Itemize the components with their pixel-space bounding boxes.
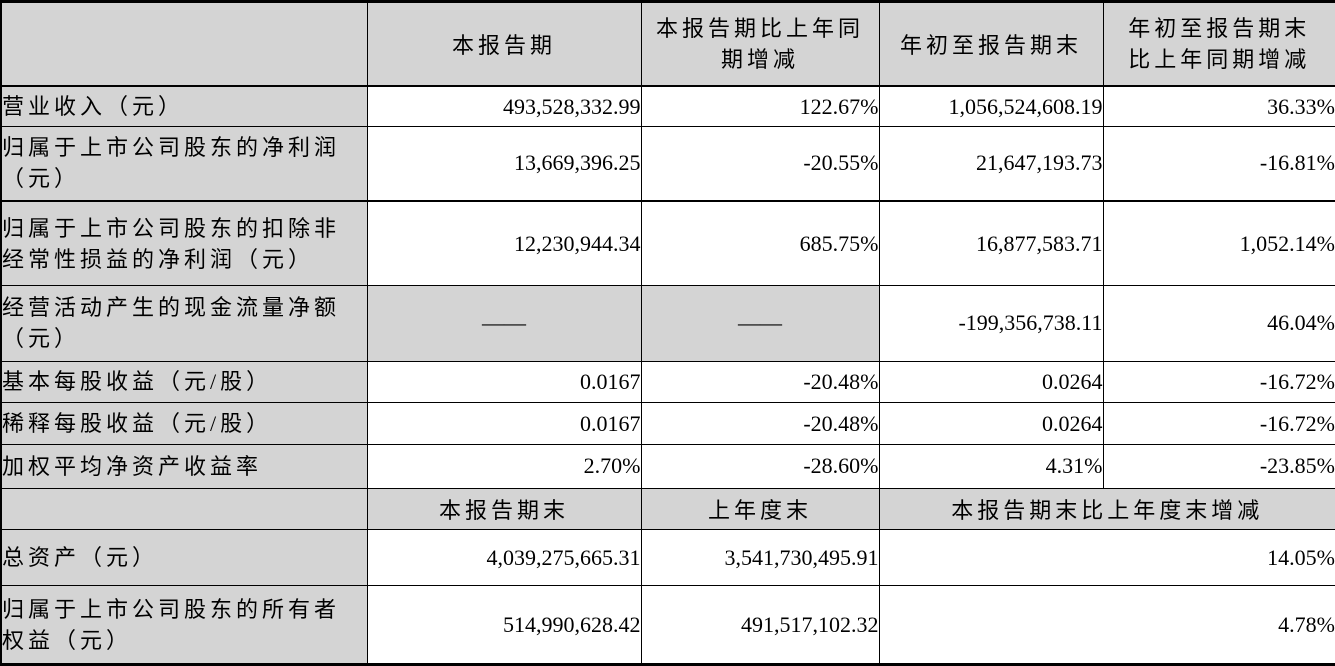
header-yoy-change: 本报告期比上年同 期增减 — [640, 1, 880, 88]
value-cell: -20.55% — [640, 125, 880, 202]
value-cell: -16.72% — [1102, 360, 1335, 403]
header-blank-cell — [0, 487, 368, 530]
value-cell: 0.0167 — [366, 360, 642, 403]
label-net-profit-excl-nonrecurring: 归属于上市公司股东的扣除非 经常性损益的净利润（元） — [0, 200, 368, 287]
value-cell: 12,230,944.34 — [366, 200, 642, 287]
header-prior-year-end: 上年度末 — [640, 487, 880, 530]
value-cell: 4.31% — [878, 444, 1104, 489]
value-cell: 514,990,628.42 — [366, 585, 642, 665]
table-row-total-assets: 总资产（元） 4,039,275,665.31 3,541,730,495.91… — [0, 528, 1335, 587]
period-header-row: 本报告期 本报告期比上年同 期增减 年初至报告期末 年初至报告期末 比上年同期增… — [0, 1, 1335, 88]
value-cell: 685.75% — [640, 200, 880, 287]
table-row-net-profit-excl-nonrecurring: 归属于上市公司股东的扣除非 经常性损益的净利润（元） 12,230,944.34… — [0, 200, 1335, 287]
value-cell: -20.48% — [640, 360, 880, 403]
table-row-diluted-eps: 稀释每股收益（元/股） 0.0167 -20.48% 0.0264 -16.72… — [0, 401, 1335, 446]
table-row-shareholders-equity: 归属于上市公司股东的所有者 权益（元） 514,990,628.42 491,5… — [0, 585, 1335, 665]
label-net-profit: 归属于上市公司股东的净利润 （元） — [0, 125, 368, 202]
dash-cell: —— — [640, 285, 880, 362]
value-cell: 4,039,275,665.31 — [366, 528, 642, 587]
value-cell: 491,517,102.32 — [640, 585, 880, 665]
value-cell: -16.81% — [1102, 125, 1335, 202]
header-blank-cell — [0, 1, 368, 88]
label-shareholders-equity: 归属于上市公司股东的所有者 权益（元） — [0, 585, 368, 665]
value-cell: -16.72% — [1102, 401, 1335, 446]
header-current-period: 本报告期 — [366, 1, 642, 88]
value-cell: -23.85% — [1102, 444, 1335, 489]
value-cell: 16,877,583.71 — [878, 200, 1104, 287]
value-cell: 21,647,193.73 — [878, 125, 1104, 202]
label-total-assets: 总资产（元） — [0, 528, 368, 587]
value-cell: 13,669,396.25 — [366, 125, 642, 202]
value-cell: -199,356,738.11 — [878, 285, 1104, 362]
table-row-revenue: 营业收入（元） 493,528,332.99 122.67% 1,056,524… — [0, 85, 1335, 127]
table-row-basic-eps: 基本每股收益（元/股） 0.0167 -20.48% 0.0264 -16.72… — [0, 360, 1335, 403]
value-cell: 1,052.14% — [1102, 200, 1335, 287]
label-basic-eps: 基本每股收益（元/股） — [0, 360, 368, 403]
label-weighted-avg-roe: 加权平均净资产收益率 — [0, 444, 368, 489]
header-period-end-change: 本报告期末比上年度末增减 — [878, 487, 1335, 530]
value-cell: 0.0167 — [366, 401, 642, 446]
value-cell: 2.70% — [366, 444, 642, 489]
value-cell: 3,541,730,495.91 — [640, 528, 880, 587]
period-end-header-row: 本报告期末 上年度末 本报告期末比上年度末增减 — [0, 487, 1335, 530]
value-cell: -28.60% — [640, 444, 880, 489]
label-revenue: 营业收入（元） — [0, 85, 368, 127]
value-cell: 1,056,524,608.19 — [878, 85, 1104, 127]
header-ytd-yoy-change: 年初至报告期末 比上年同期增减 — [1102, 1, 1335, 88]
dash-cell: —— — [366, 285, 642, 362]
value-cell: 46.04% — [1102, 285, 1335, 362]
header-ytd: 年初至报告期末 — [878, 1, 1104, 88]
value-cell-change: 4.78% — [878, 585, 1335, 665]
header-period-end: 本报告期末 — [366, 487, 642, 530]
table-row-weighted-avg-roe: 加权平均净资产收益率 2.70% -28.60% 4.31% -23.85% — [0, 444, 1335, 489]
value-cell: 0.0264 — [878, 360, 1104, 403]
label-operating-cash-flow: 经营活动产生的现金流量净额 （元） — [0, 285, 368, 362]
value-cell: 0.0264 — [878, 401, 1104, 446]
table-row-net-profit: 归属于上市公司股东的净利润 （元） 13,669,396.25 -20.55% … — [0, 125, 1335, 202]
value-cell: -20.48% — [640, 401, 880, 446]
value-cell: 122.67% — [640, 85, 880, 127]
value-cell: 493,528,332.99 — [366, 85, 642, 127]
label-diluted-eps: 稀释每股收益（元/股） — [0, 401, 368, 446]
value-cell: 36.33% — [1102, 85, 1335, 127]
table-row-operating-cash-flow: 经营活动产生的现金流量净额 （元） —— —— -199,356,738.11 … — [0, 285, 1335, 362]
value-cell-change: 14.05% — [878, 528, 1335, 587]
